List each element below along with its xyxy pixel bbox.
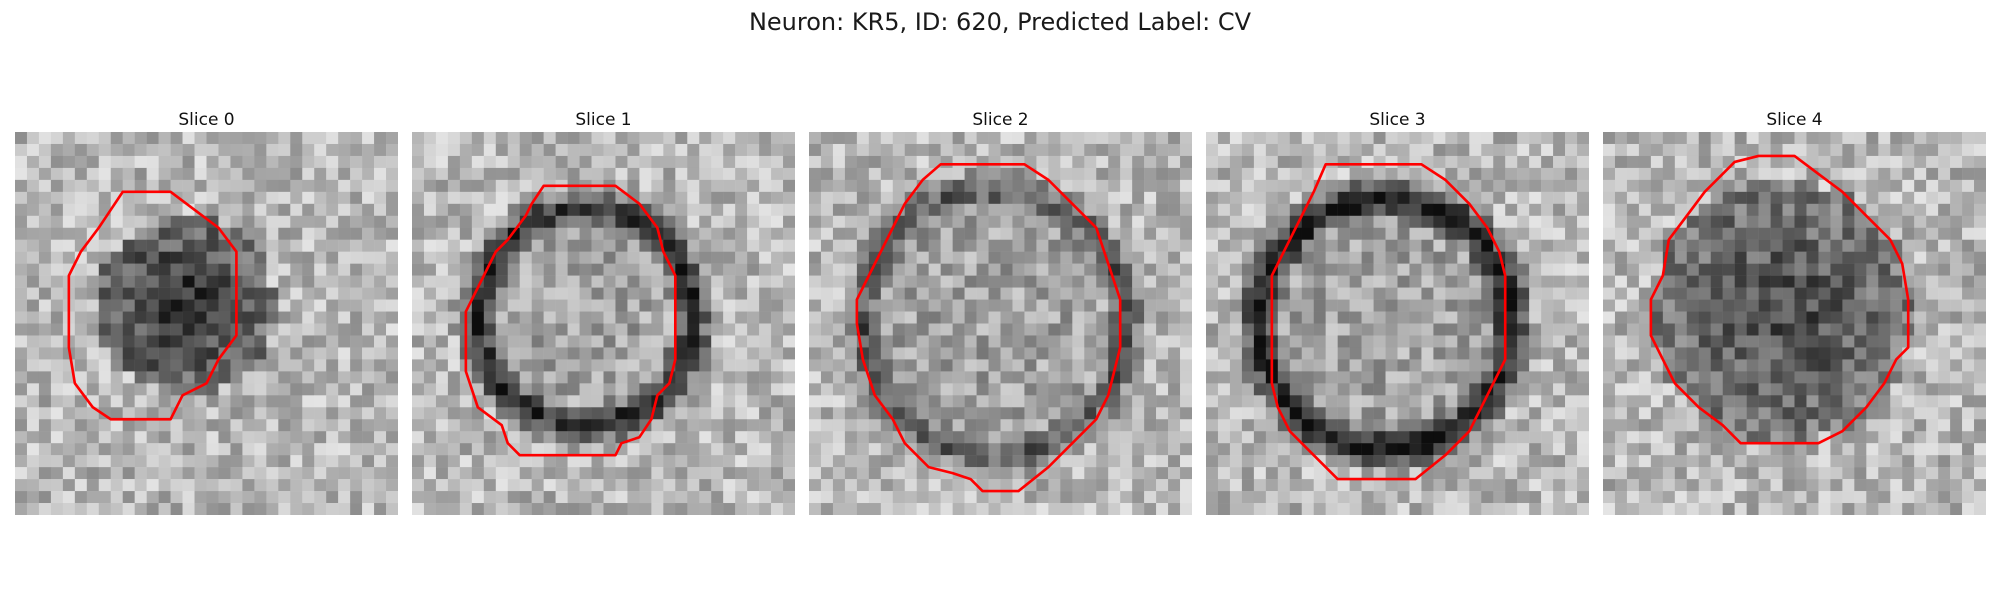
slice-title: Slice 2 (972, 110, 1029, 130)
slice-image-4 (1603, 132, 1986, 515)
slice-panel-4: Slice 4 (1603, 108, 1986, 515)
slice-title: Slice 4 (1766, 110, 1823, 130)
segmentation-contour (1649, 154, 1910, 445)
figure-title: Neuron: KR5, ID: 620, Predicted Label: C… (748, 8, 1252, 36)
slice-title: Slice 3 (1369, 110, 1426, 130)
slice-image-1 (412, 132, 795, 515)
slice-image-0 (15, 132, 398, 515)
slice-title: Slice 1 (575, 110, 632, 130)
slice-panel-1: Slice 1 (412, 108, 795, 515)
slice-panel-3: Slice 3 (1206, 108, 1589, 515)
segmentation-contour (855, 162, 1122, 493)
segmentation-contour (464, 184, 677, 457)
slice-image-3 (1206, 132, 1589, 515)
segmentation-contour (1270, 162, 1507, 481)
slice-panel-2: Slice 2 (809, 108, 1192, 515)
slice-image-2 (809, 132, 1192, 515)
slice-title: Slice 0 (178, 110, 235, 130)
segmentation-contour (67, 190, 238, 421)
slice-panel-0: Slice 0 (15, 108, 398, 515)
